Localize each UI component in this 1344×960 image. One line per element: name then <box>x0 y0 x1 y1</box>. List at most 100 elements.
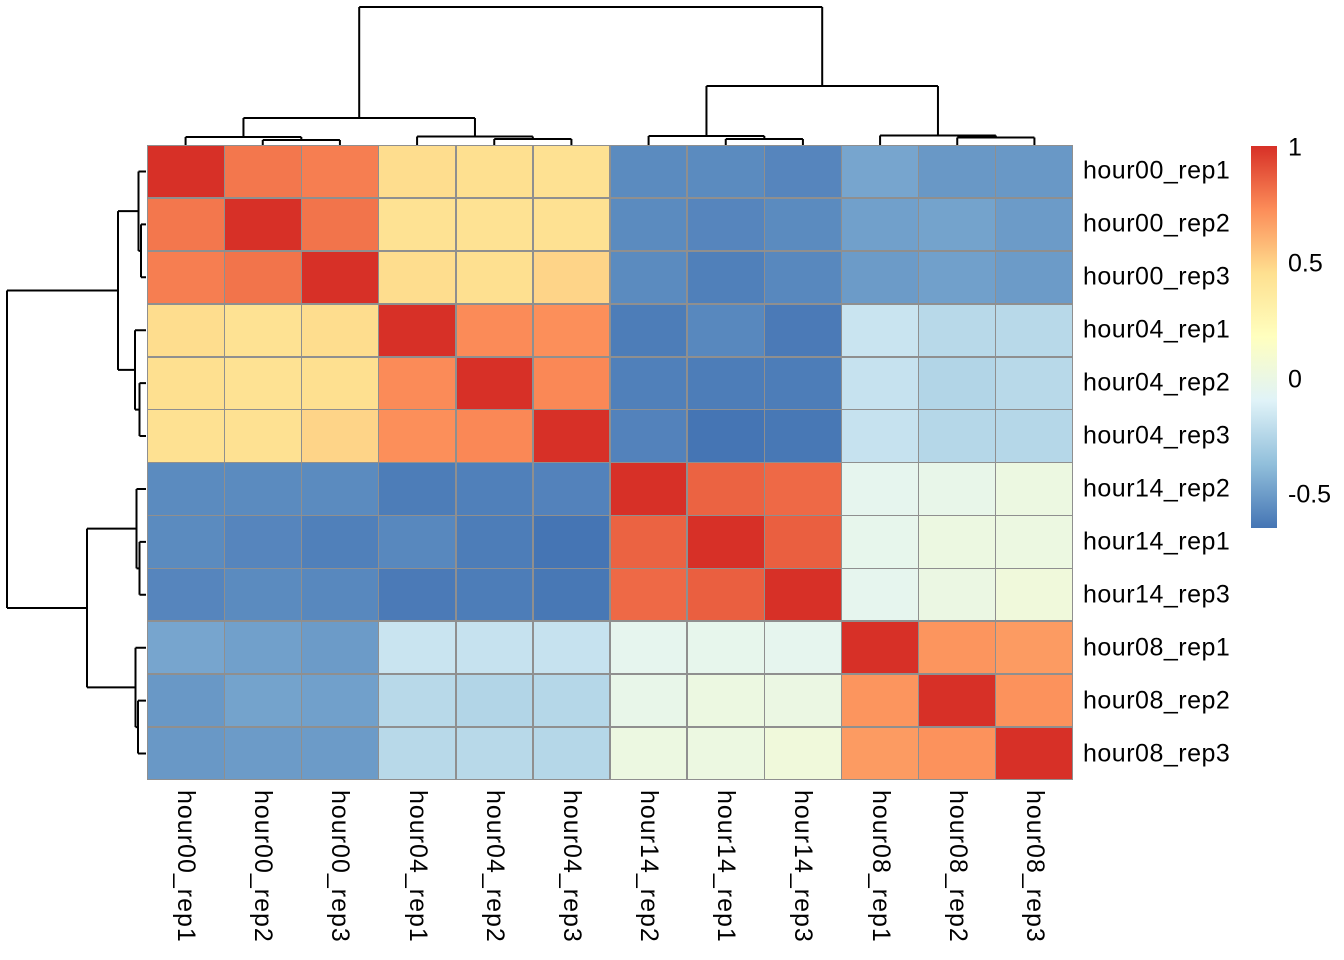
heatmap-cell <box>610 463 687 515</box>
column-label: hour14_rep2 <box>635 790 664 943</box>
heatmap-cell <box>842 410 918 462</box>
heatmap-cell <box>919 674 995 727</box>
heatmap-cell <box>456 621 533 674</box>
heatmap-cell <box>996 146 1072 198</box>
heatmap-cell <box>379 569 455 621</box>
row-label: hour04_rep2 <box>1083 368 1231 397</box>
heatmap-cell <box>379 410 455 462</box>
row-label: hour14_rep2 <box>1083 474 1231 503</box>
column-label: hour00_rep3 <box>326 790 355 943</box>
heatmap-cell <box>148 674 224 727</box>
legend-tick-label: 0 <box>1288 365 1302 393</box>
heatmap-cell <box>919 146 995 198</box>
heatmap-cell <box>225 304 301 356</box>
heatmap-cell <box>919 727 995 779</box>
heatmap-cell <box>919 304 995 356</box>
heatmap-cell <box>842 304 918 356</box>
heatmap-cell <box>533 304 610 356</box>
heatmap-cell <box>996 357 1072 409</box>
heatmap-cell <box>842 251 918 304</box>
heatmap-cell <box>225 621 301 674</box>
row-label: hour08_rep2 <box>1083 686 1231 715</box>
column-label: hour14_rep3 <box>789 790 818 943</box>
heatmap-cell <box>379 357 455 409</box>
heatmap-cell <box>533 674 610 727</box>
heatmap-cell <box>148 516 224 568</box>
heatmap-cell <box>533 357 610 409</box>
heatmap-cell <box>302 304 378 356</box>
heatmap-cell <box>302 146 378 198</box>
heatmap-cell <box>996 251 1072 304</box>
heatmap-cell <box>687 569 764 621</box>
heatmap-cell <box>765 516 841 568</box>
heatmap-cell <box>225 463 301 515</box>
row-dendrogram <box>6 170 146 755</box>
heatmap-cell <box>456 516 533 568</box>
heatmap-cell <box>456 463 533 515</box>
heatmap-cell <box>687 146 764 198</box>
heatmap-cell <box>533 727 610 779</box>
heatmap-cell <box>148 727 224 779</box>
heatmap-cell <box>919 463 995 515</box>
legend-tick-label: -0.5 <box>1288 480 1332 509</box>
heatmap-cell <box>687 357 764 409</box>
heatmap-cell <box>687 410 764 462</box>
heatmap-cell <box>533 516 610 568</box>
column-label: hour08_rep1 <box>866 790 895 943</box>
column-label: hour00_rep1 <box>172 790 201 943</box>
heatmap-cell <box>302 410 378 462</box>
heatmap-cell <box>765 727 841 779</box>
heatmap-cell <box>996 463 1072 515</box>
column-dendrogram <box>184 6 1036 146</box>
heatmap-cell <box>148 198 224 251</box>
heatmap-cell <box>225 251 301 304</box>
heatmap-cell <box>225 569 301 621</box>
heatmap-cell <box>687 621 764 674</box>
heatmap-cell <box>996 304 1072 356</box>
heatmap-cell <box>687 727 764 779</box>
heatmap-cell <box>919 410 995 462</box>
heatmap-cell <box>765 304 841 356</box>
heatmap-cell <box>919 251 995 304</box>
heatmap-cell <box>302 569 378 621</box>
heatmap-cell <box>379 198 455 251</box>
row-label: hour14_rep1 <box>1083 527 1231 556</box>
heatmap-cell <box>687 674 764 727</box>
heatmap-cell <box>148 251 224 304</box>
heatmap-cell <box>996 674 1072 727</box>
heatmap-cell <box>302 463 378 515</box>
heatmap-cell <box>302 727 378 779</box>
row-label: hour08_rep1 <box>1083 633 1231 662</box>
heatmap-cell <box>379 251 455 304</box>
heatmap-cell <box>842 621 918 674</box>
heatmap-cell <box>610 569 687 621</box>
heatmap-cell <box>842 463 918 515</box>
heatmap-cell <box>610 146 687 198</box>
row-label: hour04_rep3 <box>1083 421 1231 450</box>
heatmap-cell <box>842 198 918 251</box>
heatmap-cell <box>687 251 764 304</box>
heatmap-cell <box>533 569 610 621</box>
heatmap-cell <box>302 516 378 568</box>
heatmap-cell <box>148 146 224 198</box>
heatmap-cell <box>533 198 610 251</box>
heatmap-cell <box>765 146 841 198</box>
heatmap-cell <box>225 357 301 409</box>
heatmap-cell <box>919 357 995 409</box>
heatmap-cell <box>996 621 1072 674</box>
heatmap-cell <box>919 198 995 251</box>
heatmap-cell <box>148 357 224 409</box>
heatmap-cell <box>302 198 378 251</box>
heatmap-cell <box>842 727 918 779</box>
legend-tick-label: 0.5 <box>1288 249 1323 278</box>
heatmap-cell <box>225 146 301 198</box>
heatmap-cell <box>456 569 533 621</box>
heatmap-cell <box>842 569 918 621</box>
column-label: hour08_rep2 <box>943 790 972 943</box>
heatmap-cell <box>379 463 455 515</box>
heatmap-cell <box>919 516 995 568</box>
heatmap-cell <box>379 304 455 356</box>
heatmap-cell <box>765 463 841 515</box>
heatmap-cell <box>225 727 301 779</box>
heatmap-cell <box>610 357 687 409</box>
